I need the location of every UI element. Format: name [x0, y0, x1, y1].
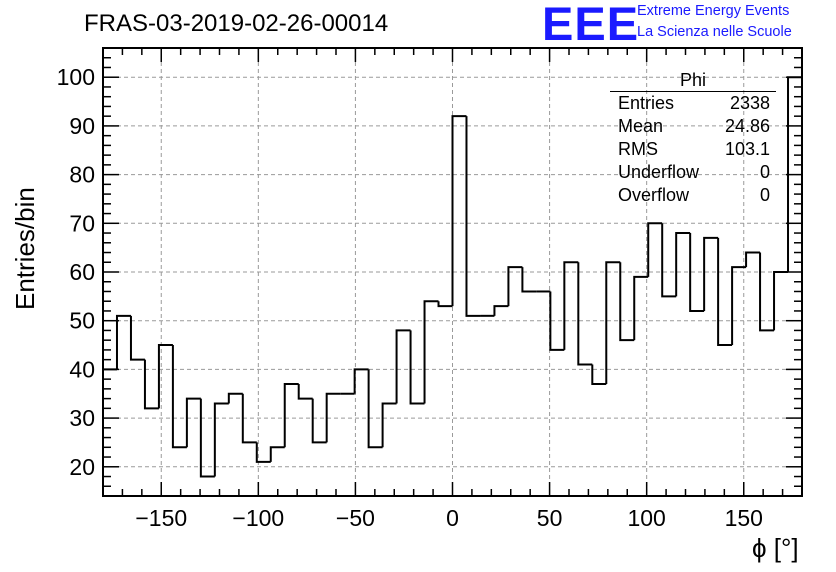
histogram-bin: [689, 233, 705, 312]
stats-rms-value: 103.1: [724, 139, 770, 159]
y-tick-label: 40: [69, 356, 95, 382]
histogram-bin: [269, 446, 285, 462]
x-tick-label: −50: [336, 505, 375, 531]
histogram-bin: [199, 398, 215, 478]
x-tick-label: 50: [537, 505, 563, 531]
histogram-bin: [745, 251, 761, 268]
stats-row-overflow: Overflow 0: [610, 184, 776, 207]
histogram-bin: [451, 115, 467, 307]
histogram-bars: [102, 76, 803, 496]
axis-ticks: [102, 47, 803, 497]
branding-line-2: La Scienza nelle Scuole: [637, 24, 792, 40]
y-tick-label: 100: [57, 64, 95, 90]
x-tick-label: 0: [446, 505, 459, 531]
tick-labels: −150 −100 −50 0 50 100 150 20 30 40 50 60 70 80 90 100: [57, 64, 763, 531]
stats-row-mean: Mean 24.86: [610, 115, 776, 138]
stats-overflow-label: Overflow: [618, 185, 690, 205]
histogram-bin: [367, 369, 383, 449]
x-tick-label: −150: [135, 505, 187, 531]
histogram-bin: [773, 271, 789, 331]
stats-underflow-label: Underflow: [618, 162, 700, 182]
histogram-bin: [395, 329, 411, 404]
histogram-bin: [759, 252, 775, 332]
histogram-bin: [213, 402, 229, 477]
stats-title: Phi: [610, 70, 776, 92]
histogram-bin: [675, 232, 691, 297]
histogram-bin: [605, 261, 621, 384]
histogram-bin: [549, 291, 565, 351]
histogram-bin: [283, 383, 299, 448]
histogram-bin: [171, 345, 187, 449]
histogram-bin: [157, 344, 173, 409]
x-axis-label: ϕ [°]: [752, 533, 799, 563]
eee-logo: EEE: [542, 0, 640, 50]
stats-row-underflow: Underflow 0: [610, 161, 776, 184]
histogram-bin: [591, 364, 607, 385]
stats-overflow-value: 0: [759, 185, 770, 205]
histogram-bin: [353, 368, 369, 394]
histogram-bin: [633, 275, 649, 341]
y-tick-label: 90: [69, 113, 95, 139]
x-tick-label: 150: [725, 505, 763, 531]
histogram-bin: [493, 305, 509, 316]
chart-title: FRAS-03-2019-02-26-00014: [84, 10, 389, 37]
histogram-bin: [703, 236, 719, 311]
histogram-bin: [507, 266, 523, 307]
histogram-bin: [241, 393, 257, 444]
branding-line-1: Extreme Energy Events: [637, 3, 790, 19]
histogram-bin: [227, 392, 243, 404]
histogram-bin: [731, 266, 747, 346]
histogram-bin: [129, 315, 145, 361]
y-tick-label: 20: [69, 454, 95, 480]
histogram-bin: [619, 262, 635, 342]
histogram-bin: [521, 267, 537, 293]
y-tick-label: 60: [69, 259, 95, 285]
histogram-bin: [143, 359, 159, 410]
stats-rms-label: RMS: [618, 139, 658, 159]
histogram-bin: [423, 300, 439, 404]
stats-row-rms: RMS 103.1: [610, 138, 776, 161]
histogram-bin: [577, 262, 593, 366]
histogram-bin: [115, 314, 131, 370]
histogram-bin: [647, 222, 663, 277]
stats-entries-label: Entries: [618, 93, 675, 113]
histogram-bin: [255, 442, 271, 463]
stats-underflow-value: 0: [759, 162, 770, 182]
histogram-bin: [717, 237, 733, 347]
y-tick-label: 50: [69, 308, 95, 334]
histogram-bin: [297, 384, 313, 400]
x-tick-label: −100: [232, 505, 284, 531]
histogram-bin: [661, 223, 677, 298]
histogram-bin: [437, 301, 453, 308]
stats-mean-label: Mean: [618, 116, 664, 136]
histogram-bin: [325, 392, 341, 443]
histogram-bin: [311, 398, 327, 444]
stats-row-entries: Entries 2338: [610, 92, 776, 115]
y-tick-label: 70: [69, 210, 95, 236]
histogram-bin: [787, 76, 803, 496]
stats-entries-value: 2338: [729, 93, 770, 113]
y-tick-label: 80: [69, 162, 95, 188]
y-tick-label: 30: [69, 405, 95, 431]
histogram-bin: [409, 330, 425, 405]
stats-box: Phi Entries 2338 Mean 24.86 RMS 103.1 Un…: [610, 70, 776, 207]
histogram-bin: [465, 116, 481, 317]
x-tick-label: 100: [627, 505, 665, 531]
histogram-bin: [381, 402, 397, 448]
stats-mean-value: 24.86: [724, 116, 770, 136]
histogram-bin: [185, 397, 201, 448]
histogram-bin: [563, 261, 579, 350]
grid-lines: [103, 48, 802, 496]
